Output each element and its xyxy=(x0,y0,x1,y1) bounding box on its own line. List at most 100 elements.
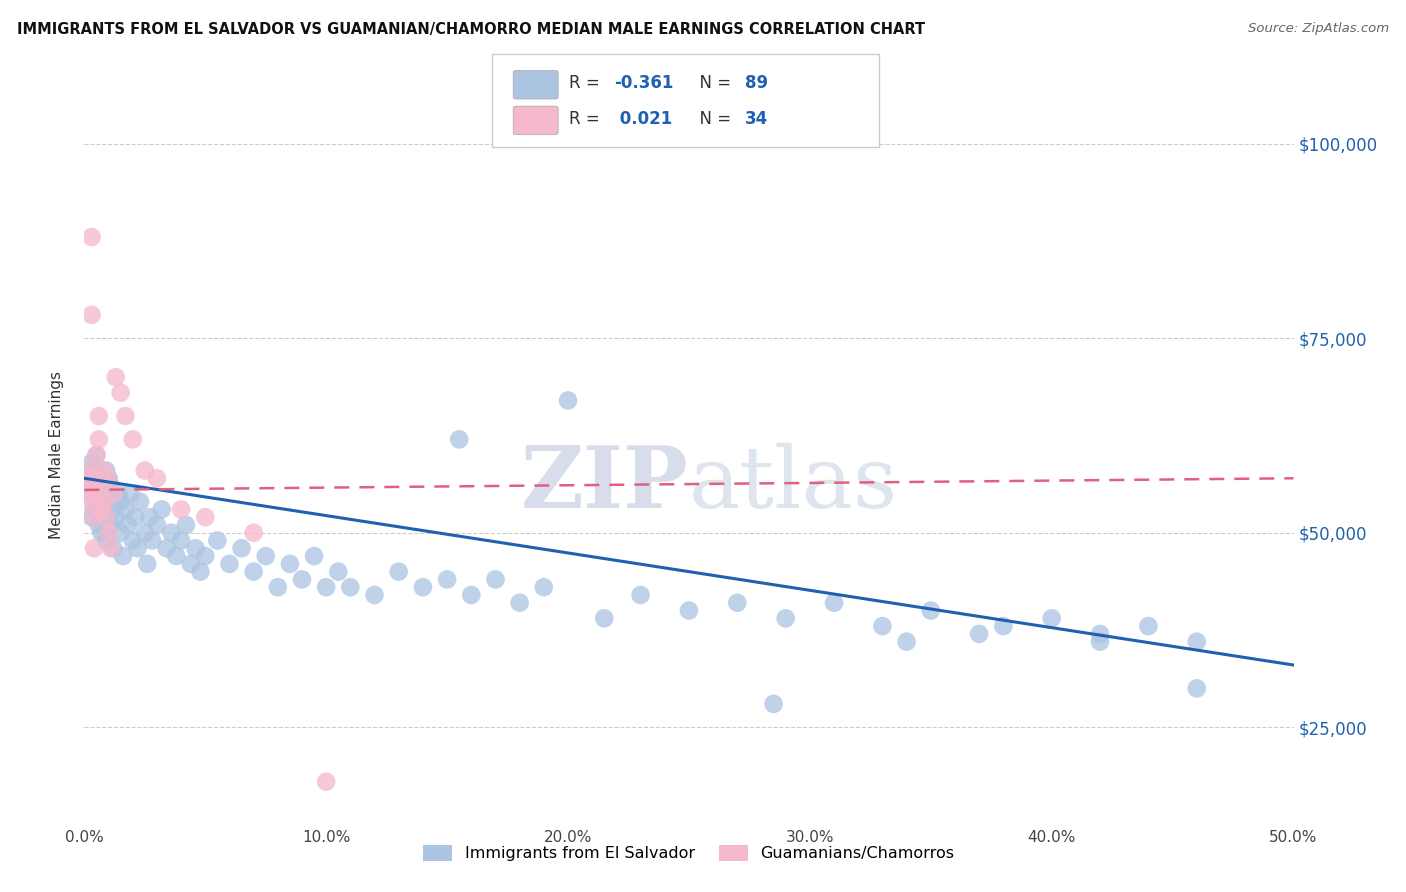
Point xyxy=(93,494,115,508)
Point xyxy=(104,510,127,524)
Point xyxy=(136,557,159,571)
Point xyxy=(86,471,108,485)
Point xyxy=(97,471,120,485)
Text: ZIP: ZIP xyxy=(522,442,689,526)
Point xyxy=(100,479,122,493)
Point xyxy=(83,479,105,493)
Point xyxy=(339,580,361,594)
Point xyxy=(155,541,177,556)
Point xyxy=(1185,634,1208,648)
Point xyxy=(87,518,110,533)
Point xyxy=(449,433,471,447)
Point xyxy=(94,533,117,548)
Point xyxy=(87,433,110,447)
Point xyxy=(593,611,616,625)
Text: R =: R = xyxy=(569,110,606,128)
Point xyxy=(100,518,122,533)
Point xyxy=(146,471,169,485)
Point xyxy=(194,510,217,524)
Point xyxy=(87,409,110,423)
Text: 89: 89 xyxy=(745,74,768,92)
Point xyxy=(87,494,110,508)
Point xyxy=(93,487,115,501)
Point xyxy=(103,502,125,516)
Point xyxy=(328,565,350,579)
Point xyxy=(97,525,120,540)
Point xyxy=(993,619,1015,633)
Point xyxy=(363,588,385,602)
Point xyxy=(388,565,411,579)
Point xyxy=(86,448,108,462)
Point xyxy=(129,494,152,508)
Text: Source: ZipAtlas.com: Source: ZipAtlas.com xyxy=(1249,22,1389,36)
Point xyxy=(80,456,103,470)
Point xyxy=(141,533,163,548)
Point xyxy=(80,230,103,244)
Point xyxy=(121,433,143,447)
Point xyxy=(114,502,136,516)
Point xyxy=(93,463,115,477)
Point xyxy=(86,448,108,462)
Point xyxy=(460,588,482,602)
Point xyxy=(107,487,129,501)
Point xyxy=(83,463,105,477)
Point xyxy=(97,494,120,508)
Text: atlas: atlas xyxy=(689,442,898,525)
Point xyxy=(150,502,173,516)
Point xyxy=(170,533,193,548)
Point xyxy=(76,471,98,485)
Point xyxy=(436,573,458,587)
Point xyxy=(896,634,918,648)
Point xyxy=(872,619,894,633)
Point xyxy=(97,471,120,485)
Point xyxy=(90,525,112,540)
Point xyxy=(267,580,290,594)
Text: 34: 34 xyxy=(745,110,769,128)
Point xyxy=(93,510,115,524)
Point xyxy=(630,588,652,602)
Point xyxy=(207,533,229,548)
Point xyxy=(90,471,112,485)
Point xyxy=(190,565,212,579)
Point xyxy=(823,596,845,610)
Point xyxy=(94,510,117,524)
Text: IMMIGRANTS FROM EL SALVADOR VS GUAMANIAN/CHAMORRO MEDIAN MALE EARNINGS CORRELATI: IMMIGRANTS FROM EL SALVADOR VS GUAMANIAN… xyxy=(17,22,925,37)
Point xyxy=(242,525,264,540)
Text: 0.021: 0.021 xyxy=(614,110,672,128)
Point xyxy=(121,533,143,548)
Point xyxy=(87,487,110,501)
Point xyxy=(242,565,264,579)
Point xyxy=(533,580,555,594)
Point xyxy=(90,502,112,516)
Point xyxy=(110,525,132,540)
Point xyxy=(725,596,748,610)
Point xyxy=(180,557,202,571)
Point xyxy=(90,471,112,485)
Point xyxy=(557,393,579,408)
Point xyxy=(120,487,142,501)
Point xyxy=(104,370,127,384)
Point xyxy=(94,463,117,477)
Text: N =: N = xyxy=(689,110,737,128)
Point xyxy=(77,463,100,477)
Point xyxy=(117,518,139,533)
Point xyxy=(218,557,240,571)
Point xyxy=(83,510,105,524)
Point xyxy=(678,603,700,617)
Point xyxy=(174,518,197,533)
Point xyxy=(315,580,337,594)
Point xyxy=(302,549,325,563)
Point xyxy=(1185,681,1208,696)
Point xyxy=(110,385,132,400)
Point xyxy=(160,525,183,540)
Point xyxy=(134,525,156,540)
Point xyxy=(1040,611,1063,625)
Point xyxy=(1088,634,1111,648)
Point xyxy=(76,471,98,485)
Point xyxy=(170,502,193,516)
Point xyxy=(1088,627,1111,641)
Point xyxy=(80,308,103,322)
Point xyxy=(83,541,105,556)
Point xyxy=(83,502,105,516)
Point xyxy=(127,541,149,556)
